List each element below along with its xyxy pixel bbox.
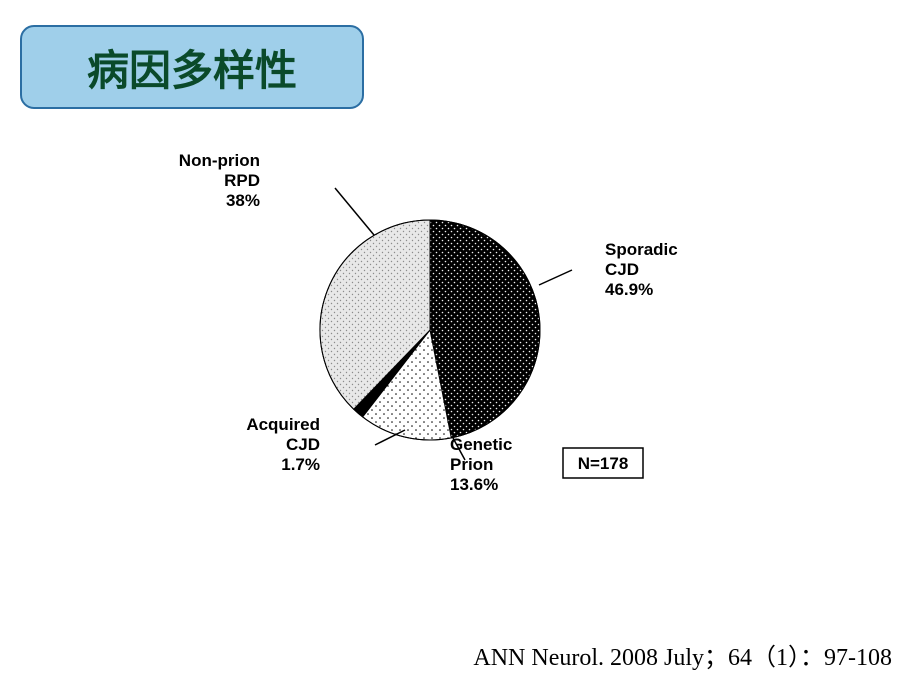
label-acquired_cjd-line2: CJD (286, 435, 320, 454)
label-sporadic_cjd-line2: CJD (605, 260, 639, 279)
label-sporadic_cjd-line1: Sporadic (605, 240, 678, 259)
label-nonprion_rpd-line1: Non-prion (179, 151, 260, 170)
label-nonprion_rpd-pct: 38% (226, 191, 260, 210)
label-acquired_cjd-pct: 1.7% (281, 455, 320, 474)
pie-chart-container: SporadicCJD46.9%GeneticPrion13.6%Acquire… (150, 140, 710, 520)
label-acquired_cjd-line1: Acquired (246, 415, 320, 434)
label-nonprion_rpd-line2: RPD (224, 171, 260, 190)
pie-chart-svg: SporadicCJD46.9%GeneticPrion13.6%Acquire… (150, 140, 710, 520)
citation-text: ANN Neurol. 2008 July；64（1）：97-108 (473, 637, 892, 672)
title-box: 病因多样性 (20, 25, 364, 109)
label-sporadic_cjd-pct: 46.9% (605, 280, 653, 299)
label-genetic_prion-line2: Prion (450, 455, 493, 474)
label-genetic_prion-line1: Genetic (450, 435, 512, 454)
label-genetic_prion-pct: 13.6% (450, 475, 498, 494)
pie-slice-sporadic_cjd (430, 220, 540, 438)
pointer-sporadic_cjd (539, 270, 572, 285)
n-box-text: N=178 (578, 454, 629, 473)
title-text: 病因多样性 (87, 37, 297, 98)
pointer-nonprion_rpd (335, 188, 374, 235)
